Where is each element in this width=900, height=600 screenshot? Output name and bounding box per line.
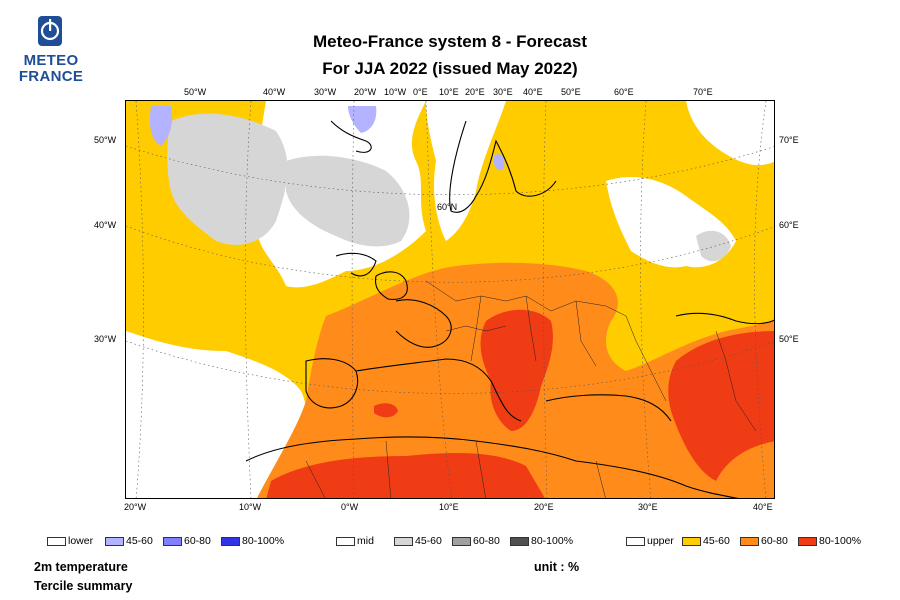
legend-lower-base: lower	[47, 535, 93, 547]
bottom-longitude-label: 20°E	[534, 502, 554, 512]
legend-label: mid	[357, 535, 374, 548]
legend-swatch	[682, 536, 701, 546]
legend-lower-bin: 60-80	[163, 535, 211, 547]
legend-lower-bin: 80-100%	[221, 535, 284, 547]
area-lower-45-60-north	[348, 106, 377, 133]
legend-mid-bin: 80-100%	[510, 535, 573, 547]
coastlines	[245, 120, 774, 498]
area-upper-80-100-africa	[266, 453, 545, 498]
unit-label: unit : %	[534, 560, 580, 574]
latitude-label-60n: 60°N	[437, 202, 458, 212]
top-longitude-label: 40°E	[523, 87, 543, 97]
legend-swatch	[798, 536, 817, 546]
summary-label: Tercile summary	[34, 579, 133, 593]
legend-mid-base: mid	[336, 535, 374, 547]
legend-swatch	[163, 536, 182, 546]
right-latitude-label: 50°E	[779, 334, 799, 344]
top-longitude-label: 50°E	[561, 87, 581, 97]
legend-upper-bin: 60-80	[740, 535, 788, 547]
bottom-longitude-label: 10°W	[239, 502, 262, 512]
top-longitude-label: 20°W	[354, 87, 377, 97]
area-lower-45-60-west	[149, 106, 173, 146]
area-upper-80-100-middle-east	[668, 331, 774, 481]
legend-label: 60-80	[473, 535, 500, 548]
legend-swatch	[221, 536, 240, 546]
legend-swatch	[740, 536, 759, 546]
legend-swatch	[626, 536, 645, 546]
map-canvas	[126, 101, 774, 498]
top-longitude-label: 40°W	[263, 87, 286, 97]
area-no-signal-east	[686, 101, 774, 166]
legend-label: 45-60	[415, 535, 442, 548]
right-latitude-label: 70°E	[779, 135, 799, 145]
legend-swatch	[452, 536, 471, 546]
legend-mid-bin: 45-60	[394, 535, 442, 547]
area-mid-45-60-greenland	[167, 113, 288, 245]
area-no-signal-scandinavia	[426, 101, 506, 241]
legend-swatch	[105, 536, 124, 546]
left-latitude-label: 30°W	[94, 334, 117, 344]
meteo-france-logo: METEO FRANCE	[14, 14, 88, 85]
chart-title: Meteo-France system 8 - Forecast	[313, 32, 587, 51]
legend-swatch	[336, 536, 355, 546]
bottom-longitude-label: 40°E	[753, 502, 773, 512]
left-latitude-label: 40°W	[94, 220, 117, 230]
top-longitude-label: 60°E	[614, 87, 634, 97]
top-longitude-label: 10°E	[439, 87, 459, 97]
top-longitude-label: 0°E	[413, 87, 428, 97]
logo-text-france: FRANCE	[18, 68, 84, 85]
legend-label: 45-60	[703, 535, 730, 548]
bottom-longitude-label: 20°W	[124, 502, 147, 512]
chart-subtitle: For JJA 2022 (issued May 2022)	[322, 59, 578, 78]
top-longitude-label: 50°W	[184, 87, 207, 97]
top-longitude-label: 20°E	[465, 87, 485, 97]
legend-label: 60-80	[761, 535, 788, 548]
variable-label: 2m temperature	[34, 560, 128, 574]
legend-swatch	[47, 536, 66, 546]
legend-mid-bin: 60-80	[452, 535, 500, 547]
area-no-signal-west-bottom	[126, 431, 253, 498]
legend-upper-base: upper	[626, 535, 674, 547]
legend-swatch	[510, 536, 529, 546]
bottom-longitude-label: 0°W	[341, 502, 359, 512]
legend-swatch	[394, 536, 413, 546]
legend-label: upper	[647, 535, 674, 548]
legend-label: 80-100%	[531, 535, 574, 548]
meteo-france-emblem-icon	[38, 16, 62, 46]
graticule	[126, 101, 774, 498]
legend-label: 60-80	[184, 535, 211, 548]
legend-lower-bin: 45-60	[105, 535, 153, 547]
area-upper-80-100-iberia	[374, 403, 398, 418]
legend-upper-bin: 45-60	[682, 535, 730, 547]
area-lower-45-60-scandinavia	[493, 154, 505, 171]
legend-label: 45-60	[126, 535, 153, 548]
legend-label: lower	[68, 535, 94, 548]
area-upper-80-100-balkans	[480, 309, 553, 431]
right-latitude-label: 60°E	[779, 220, 799, 230]
legend-label: 80-100%	[242, 535, 285, 548]
country-borders	[305, 280, 757, 498]
logo-text-meteo: METEO	[23, 52, 79, 69]
legend-label: 80-100%	[819, 535, 862, 548]
left-latitude-label: 50°W	[94, 135, 117, 145]
bottom-longitude-label: 10°E	[439, 502, 459, 512]
top-longitude-label: 70°E	[693, 87, 713, 97]
area-mid-45-60-east	[696, 230, 731, 262]
area-mid-45-60-atlantic	[286, 155, 410, 247]
top-longitude-label: 30°W	[314, 87, 337, 97]
bottom-longitude-label: 30°E	[638, 502, 658, 512]
legend-upper-bin: 80-100%	[798, 535, 861, 547]
top-longitude-label: 10°W	[384, 87, 407, 97]
forecast-map: 60°N	[125, 100, 775, 499]
top-longitude-label: 30°E	[493, 87, 513, 97]
